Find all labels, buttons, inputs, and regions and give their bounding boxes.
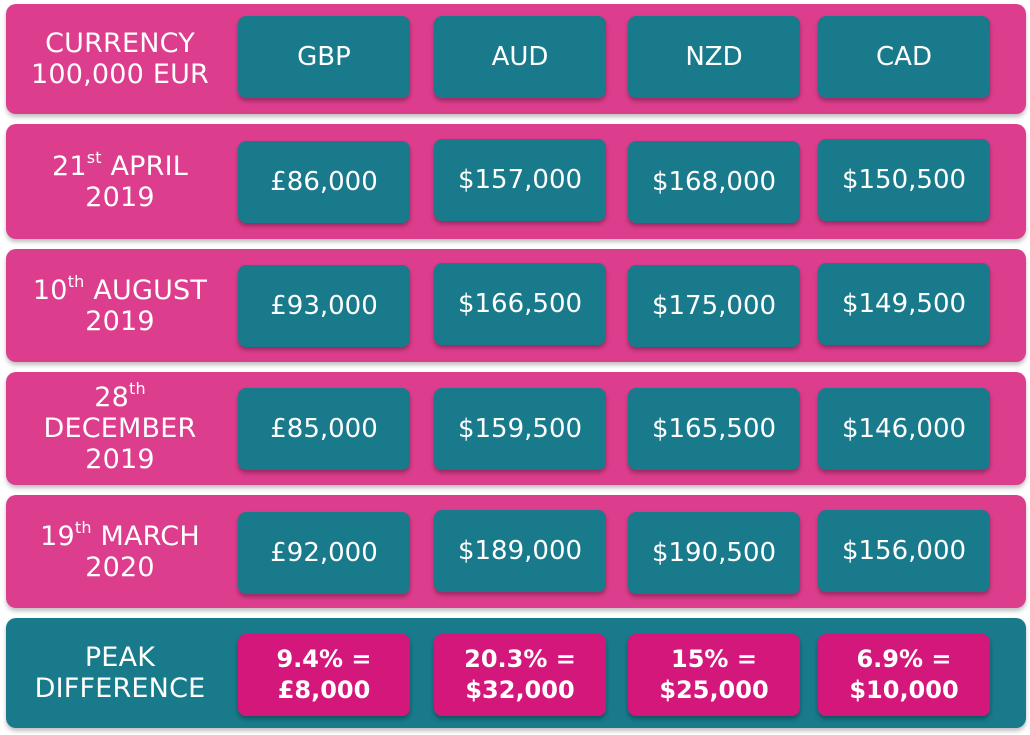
date-suffix: st bbox=[86, 147, 102, 167]
header-row: CURRENCY 100,000 EUR GBP AUD NZD CAD bbox=[6, 4, 1026, 114]
peak-percent: 15% = bbox=[671, 645, 757, 673]
date-year: 2019 bbox=[85, 181, 155, 213]
date-day: 10 bbox=[32, 274, 68, 306]
currency-nzd: NZD bbox=[628, 16, 800, 98]
value-cell-aud: $189,000 bbox=[434, 510, 606, 592]
currency-aud: AUD bbox=[434, 16, 606, 98]
peak-label-line1: PEAK bbox=[84, 642, 156, 673]
peak-amount: £8,000 bbox=[277, 676, 371, 704]
date-label: 10th AUGUST 2019 bbox=[6, 249, 234, 362]
currency-cad: CAD bbox=[818, 16, 990, 98]
value-cell-aud: $157,000 bbox=[434, 139, 606, 221]
date-month: APRIL bbox=[110, 150, 189, 182]
peak-percent: 9.4% = bbox=[276, 645, 372, 673]
date-suffix: th bbox=[128, 379, 146, 398]
value-cell-nzd: $165,500 bbox=[628, 388, 800, 470]
value-cell-gbp: £85,000 bbox=[238, 388, 410, 470]
date-row-4: 19th MARCH 2020 £92,000 $189,000 $190,50… bbox=[6, 495, 1026, 608]
value-cell-gbp: £86,000 bbox=[238, 141, 410, 223]
date-month: DECEMBER bbox=[43, 413, 197, 444]
header-label-line2: 100,000 EUR bbox=[30, 59, 210, 90]
date-day: 28 bbox=[94, 382, 129, 413]
value-cell-aud: $166,500 bbox=[434, 263, 606, 345]
date-row-2: 10th AUGUST 2019 £93,000 $166,500 $175,0… bbox=[6, 249, 1026, 362]
value-cell-nzd: $175,000 bbox=[628, 265, 800, 347]
peak-amount: $25,000 bbox=[659, 676, 769, 704]
value-cell-cad: $156,000 bbox=[818, 510, 990, 592]
header-label-line1: CURRENCY bbox=[45, 28, 195, 59]
date-label: 28th DECEMBER 2019 bbox=[6, 372, 234, 485]
value-cell-cad: $150,500 bbox=[818, 139, 990, 221]
currency-gbp: GBP bbox=[238, 16, 410, 98]
date-year: 2020 bbox=[85, 551, 155, 583]
peak-percent: 6.9% = bbox=[856, 645, 952, 673]
date-label: 21st APRIL 2019 bbox=[6, 124, 234, 239]
peak-label: PEAK DIFFERENCE bbox=[6, 618, 234, 728]
peak-percent: 20.3% = bbox=[464, 645, 576, 673]
value-cell-aud: $159,500 bbox=[434, 388, 606, 470]
date-month: AUGUST bbox=[93, 274, 208, 306]
value-cell-nzd: $190,500 bbox=[628, 512, 800, 594]
value-cell-gbp: £93,000 bbox=[238, 265, 410, 347]
date-year: 2019 bbox=[85, 305, 155, 337]
peak-amount: $32,000 bbox=[465, 676, 575, 704]
peak-cell-aud: 20.3% = $32,000 bbox=[434, 634, 606, 716]
date-suffix: th bbox=[67, 271, 85, 291]
peak-cell-cad: 6.9% = $10,000 bbox=[818, 634, 990, 716]
date-row-1: 21st APRIL 2019 £86,000 $157,000 $168,00… bbox=[6, 124, 1026, 239]
date-year: 2019 bbox=[85, 444, 155, 475]
value-cell-nzd: $168,000 bbox=[628, 141, 800, 223]
date-label: 19th MARCH 2020 bbox=[6, 495, 234, 608]
peak-label-line2: DIFFERENCE bbox=[34, 673, 206, 704]
peak-cell-nzd: 15% = $25,000 bbox=[628, 634, 800, 716]
value-cell-cad: $146,000 bbox=[818, 388, 990, 470]
date-month: MARCH bbox=[100, 520, 200, 552]
value-cell-gbp: £92,000 bbox=[238, 512, 410, 594]
value-cell-cad: $149,500 bbox=[818, 263, 990, 345]
date-day: 19 bbox=[40, 520, 75, 552]
header-label: CURRENCY 100,000 EUR bbox=[6, 4, 234, 114]
date-suffix: th bbox=[74, 517, 92, 537]
peak-cell-gbp: 9.4% = £8,000 bbox=[238, 634, 410, 716]
date-row-3: 28th DECEMBER 2019 £85,000 $159,500 $165… bbox=[6, 372, 1026, 485]
peak-amount: $10,000 bbox=[849, 676, 959, 704]
peak-difference-row: PEAK DIFFERENCE 9.4% = £8,000 20.3% = $3… bbox=[6, 618, 1026, 728]
date-day: 21 bbox=[51, 150, 87, 182]
